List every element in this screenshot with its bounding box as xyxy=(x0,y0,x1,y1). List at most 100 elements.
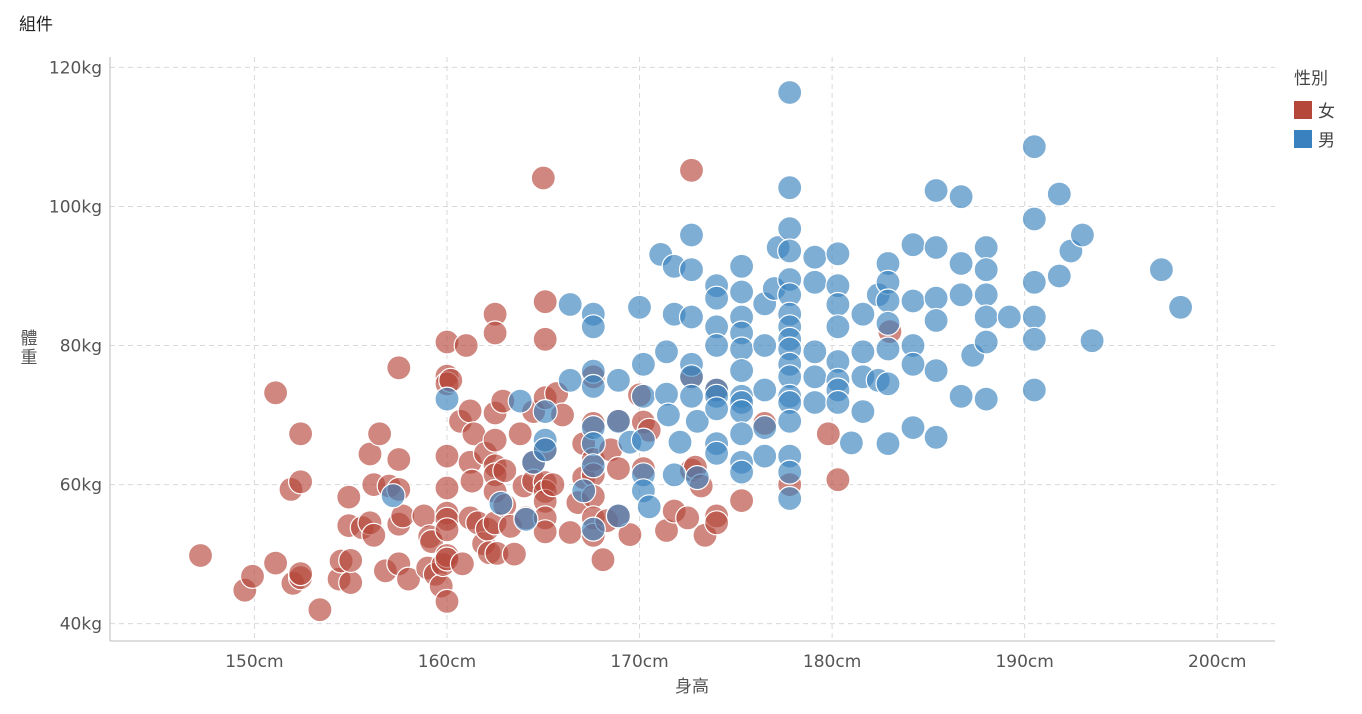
data-point[interactable] xyxy=(532,399,558,425)
data-point[interactable] xyxy=(675,505,701,531)
data-point[interactable] xyxy=(752,377,778,403)
data-point[interactable] xyxy=(678,157,705,183)
data-point[interactable] xyxy=(777,175,803,201)
data-point[interactable] xyxy=(453,332,479,359)
data-point[interactable] xyxy=(532,437,558,463)
data-point[interactable] xyxy=(288,421,314,447)
data-point[interactable] xyxy=(630,383,657,409)
data-point[interactable] xyxy=(605,503,632,529)
data-point[interactable] xyxy=(288,469,314,495)
data-point[interactable] xyxy=(532,519,558,545)
data-point[interactable] xyxy=(434,443,460,469)
data-point[interactable] xyxy=(667,429,693,455)
data-point[interactable] xyxy=(923,234,949,261)
data-point[interactable] xyxy=(661,462,687,488)
data-point[interactable] xyxy=(703,285,730,311)
data-point[interactable] xyxy=(948,282,974,308)
data-point[interactable] xyxy=(1069,222,1096,248)
data-point[interactable] xyxy=(678,304,705,330)
data-point[interactable] xyxy=(361,522,387,548)
data-point[interactable] xyxy=(728,421,755,447)
data-point[interactable] xyxy=(605,408,632,434)
data-point[interactable] xyxy=(825,241,851,267)
data-point[interactable] xyxy=(703,332,730,359)
data-point[interactable] xyxy=(973,304,999,330)
data-point[interactable] xyxy=(684,465,710,491)
data-point[interactable] xyxy=(187,542,214,569)
data-point[interactable] xyxy=(923,424,949,450)
data-point[interactable] xyxy=(580,453,606,479)
data-point[interactable] xyxy=(507,388,533,414)
data-point[interactable] xyxy=(1167,294,1194,320)
data-point[interactable] xyxy=(948,250,974,277)
data-point[interactable] xyxy=(336,484,362,510)
data-point[interactable] xyxy=(838,430,865,456)
data-point[interactable] xyxy=(923,285,949,311)
data-point[interactable] xyxy=(338,569,364,596)
data-point[interactable] xyxy=(923,358,949,384)
data-point[interactable] xyxy=(752,443,778,469)
data-point[interactable] xyxy=(777,79,803,106)
data-point[interactable] xyxy=(973,329,999,355)
data-point[interactable] xyxy=(288,560,314,587)
data-point[interactable] xyxy=(507,421,533,447)
data-point[interactable] xyxy=(557,291,583,318)
data-point[interactable] xyxy=(532,289,558,315)
data-point[interactable] xyxy=(571,478,597,504)
data-point[interactable] xyxy=(501,541,528,567)
data-point[interactable] xyxy=(900,288,926,314)
data-point[interactable] xyxy=(973,282,999,308)
data-point[interactable] xyxy=(996,304,1022,330)
data-point[interactable] xyxy=(684,408,710,434)
data-point[interactable] xyxy=(395,566,422,592)
data-point[interactable] xyxy=(482,320,508,346)
data-point[interactable] xyxy=(434,475,460,501)
data-point[interactable] xyxy=(1148,257,1175,283)
data-point[interactable] xyxy=(948,184,974,210)
data-point[interactable] xyxy=(1046,181,1072,207)
data-point[interactable] xyxy=(703,510,730,536)
data-point[interactable] xyxy=(948,383,974,409)
data-point[interactable] xyxy=(825,314,851,340)
data-point[interactable] xyxy=(357,441,383,467)
data-point[interactable] xyxy=(900,232,926,258)
data-point[interactable] xyxy=(875,371,901,397)
data-point[interactable] xyxy=(973,386,999,412)
data-point[interactable] xyxy=(1079,328,1105,354)
data-point[interactable] xyxy=(1046,263,1072,289)
data-point[interactable] xyxy=(875,431,901,457)
data-point[interactable] xyxy=(386,355,412,381)
data-point[interactable] xyxy=(815,421,841,447)
data-point[interactable] xyxy=(580,373,606,400)
data-point[interactable] xyxy=(752,332,778,359)
data-point[interactable] xyxy=(752,415,778,441)
data-point[interactable] xyxy=(386,446,412,473)
data-point[interactable] xyxy=(1021,269,1047,295)
data-point[interactable] xyxy=(626,294,653,320)
data-point[interactable] xyxy=(239,563,266,589)
data-point[interactable] xyxy=(307,597,333,623)
data-point[interactable] xyxy=(367,421,393,447)
legend-item[interactable]: 女 xyxy=(1294,95,1335,124)
data-point[interactable] xyxy=(630,427,657,453)
data-point[interactable] xyxy=(1021,134,1047,160)
data-point[interactable] xyxy=(728,279,755,305)
data-point[interactable] xyxy=(850,339,876,365)
data-point[interactable] xyxy=(449,551,475,577)
data-point[interactable] xyxy=(263,380,289,406)
data-point[interactable] xyxy=(434,386,460,412)
data-point[interactable] xyxy=(850,301,876,327)
data-point[interactable] xyxy=(703,440,730,466)
data-point[interactable] xyxy=(492,458,518,484)
data-point[interactable] xyxy=(900,415,926,441)
data-point[interactable] xyxy=(728,399,755,425)
data-point[interactable] xyxy=(557,367,583,393)
data-point[interactable] xyxy=(459,468,485,494)
data-point[interactable] xyxy=(728,358,755,384)
data-point[interactable] xyxy=(973,257,999,283)
data-point[interactable] xyxy=(457,398,483,424)
data-point[interactable] xyxy=(875,288,901,314)
data-point[interactable] xyxy=(850,399,876,425)
data-point[interactable] xyxy=(557,519,583,546)
data-point[interactable] xyxy=(825,389,851,416)
